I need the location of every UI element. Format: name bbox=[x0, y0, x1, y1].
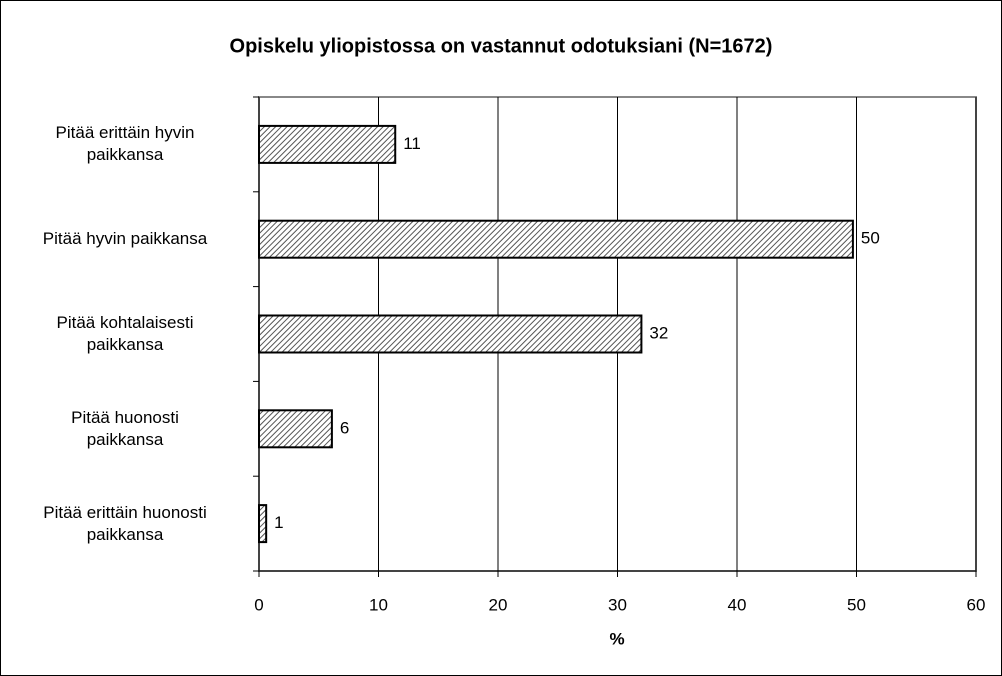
bar bbox=[258, 124, 397, 164]
x-tick-label: 30 bbox=[608, 595, 627, 614]
data-label: 32 bbox=[649, 323, 668, 342]
y-tick-label: Pitää huonosti paikkansa bbox=[71, 407, 179, 449]
y-tick-label: Pitää erittäin huonosti paikkansa bbox=[43, 502, 207, 544]
y-tick-label: Pitää erittäin hyvin paikkansa bbox=[55, 123, 195, 165]
x-tick-label: 0 bbox=[254, 595, 263, 614]
y-tick-label: Pitää kohtalaisesti paikkansa bbox=[56, 313, 194, 354]
data-label: 50 bbox=[861, 229, 880, 248]
bar bbox=[258, 504, 268, 544]
bar bbox=[258, 409, 333, 449]
x-tick-label: 50 bbox=[847, 595, 866, 614]
bar bbox=[258, 219, 854, 259]
x-axis-label: % bbox=[609, 629, 624, 648]
bar bbox=[258, 314, 643, 354]
data-label: 6 bbox=[340, 418, 349, 437]
x-tick-label: 40 bbox=[728, 595, 747, 614]
x-tick-label: 20 bbox=[489, 595, 508, 614]
data-label: 1 bbox=[274, 513, 283, 532]
data-label: 11 bbox=[403, 134, 421, 153]
x-tick-label: 60 bbox=[967, 595, 986, 614]
y-tick-label: Pitää hyvin paikkansa bbox=[42, 229, 208, 249]
x-tick-label: 10 bbox=[369, 595, 388, 614]
chart-title: Opiskelu yliopistossa on vastannut odotu… bbox=[230, 35, 773, 57]
